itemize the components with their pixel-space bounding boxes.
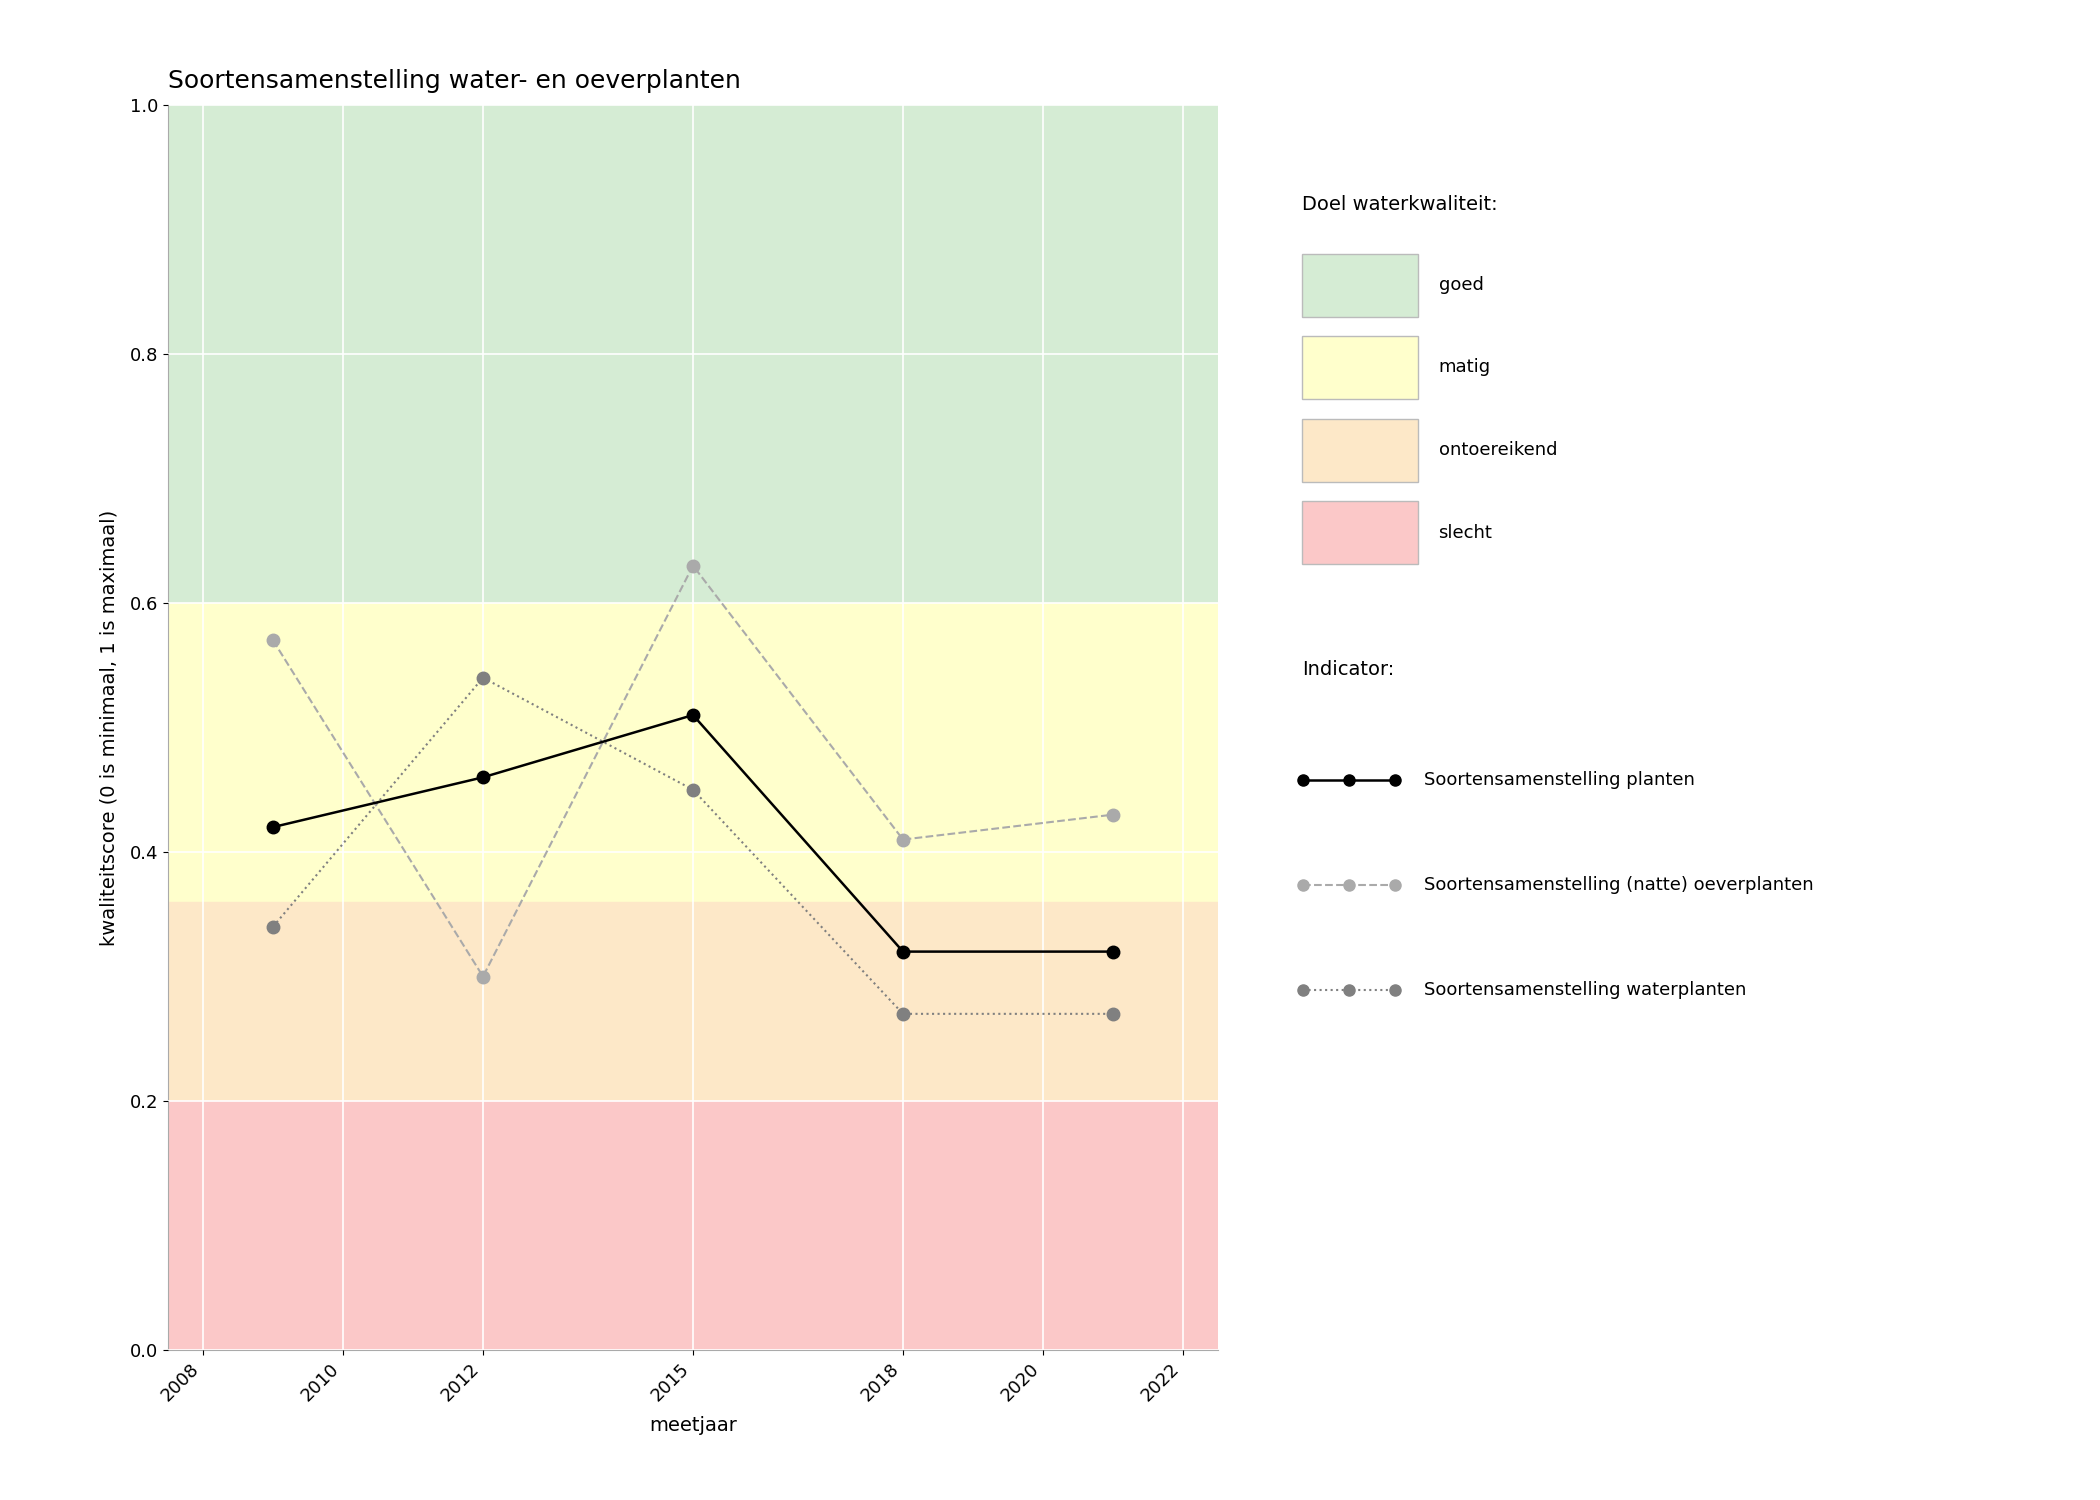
Text: matig: matig: [1438, 358, 1491, 376]
Text: slecht: slecht: [1438, 524, 1493, 542]
Text: Soortensamenstelling waterplanten: Soortensamenstelling waterplanten: [1424, 981, 1747, 999]
X-axis label: meetjaar: meetjaar: [649, 1416, 737, 1436]
Text: goed: goed: [1438, 276, 1483, 294]
Text: Soortensamenstelling (natte) oeverplanten: Soortensamenstelling (natte) oeverplante…: [1424, 876, 1814, 894]
Text: Soortensamenstelling water- en oeverplanten: Soortensamenstelling water- en oeverplan…: [168, 69, 741, 93]
Text: Doel waterkwaliteit:: Doel waterkwaliteit:: [1302, 195, 1497, 214]
Bar: [168, 105, 1218, 603]
Bar: [168, 902, 1218, 1101]
Bar: [168, 1101, 1218, 1350]
Text: ontoereikend: ontoereikend: [1438, 441, 1556, 459]
Y-axis label: kwaliteitscore (0 is minimaal, 1 is maximaal): kwaliteitscore (0 is minimaal, 1 is maxi…: [99, 510, 120, 945]
Bar: [168, 603, 1218, 902]
Text: Soortensamenstelling planten: Soortensamenstelling planten: [1424, 771, 1695, 789]
Text: Indicator:: Indicator:: [1302, 660, 1394, 680]
